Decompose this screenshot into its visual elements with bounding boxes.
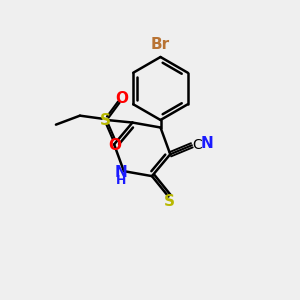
Text: O: O bbox=[108, 138, 121, 153]
Text: N: N bbox=[115, 165, 128, 180]
Text: H: H bbox=[116, 174, 127, 187]
Text: S: S bbox=[100, 113, 111, 128]
Text: C: C bbox=[192, 138, 202, 152]
Text: Br: Br bbox=[151, 37, 170, 52]
Text: N: N bbox=[201, 136, 214, 151]
Text: S: S bbox=[164, 194, 175, 209]
Text: O: O bbox=[116, 91, 129, 106]
